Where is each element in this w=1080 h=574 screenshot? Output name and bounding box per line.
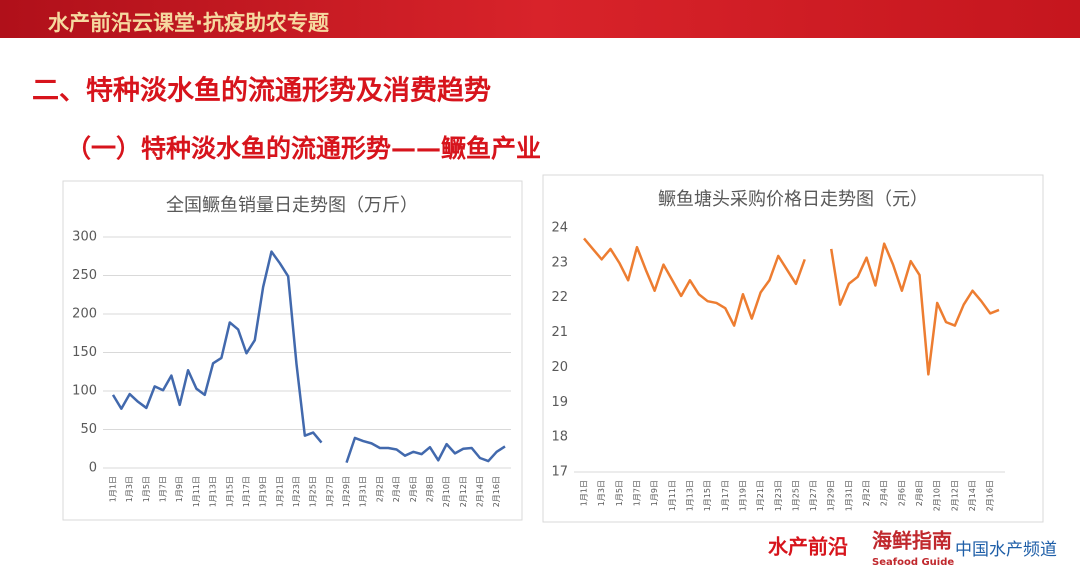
y-tick-label: 300: [72, 230, 97, 245]
x-tick-label: 1月31日: [359, 476, 368, 507]
x-tick-label: 1月17日: [721, 480, 730, 511]
x-tick-label: 1月1日: [109, 476, 118, 502]
x-tick-label: 1月9日: [175, 476, 184, 502]
x-tick-label: 1月13日: [685, 480, 694, 511]
x-tick-label: 2月8日: [915, 480, 924, 506]
x-tick-label: 2月2日: [375, 476, 384, 502]
logo-sub: Seafood Guide: [872, 557, 954, 568]
x-tick-label: 1月29日: [827, 480, 836, 511]
x-tick-label: 1月3日: [597, 480, 606, 506]
x-tick-label: 2月6日: [897, 480, 906, 506]
x-tick-label: 2月10日: [442, 476, 451, 507]
x-tick-label: 1月5日: [142, 476, 151, 502]
x-tick-label: 1月27日: [325, 476, 334, 507]
y-tick-label: 17: [551, 465, 568, 480]
x-tick-label: 2月8日: [425, 476, 434, 502]
y-tick-label: 50: [80, 422, 97, 437]
x-tick-label: 1月31日: [844, 480, 853, 511]
x-tick-label: 1月5日: [615, 480, 624, 506]
chart-frame: [62, 180, 523, 521]
x-tick-label: 1月11日: [668, 480, 677, 511]
x-tick-label: 1月27日: [809, 480, 818, 511]
x-tick-label: 1月23日: [292, 476, 301, 507]
banner-text: 水产前沿云课堂·抗疫助农专题: [48, 11, 330, 35]
x-tick-label: 2月14日: [475, 476, 484, 507]
x-tick-label: 1月11日: [192, 476, 201, 507]
x-tick-label: 2月10日: [933, 480, 942, 511]
y-tick-label: 21: [551, 325, 568, 340]
x-tick-label: 2月16日: [986, 480, 995, 511]
y-tick-label: 0: [89, 461, 97, 476]
x-tick-label: 1月21日: [275, 476, 284, 507]
subheading: （一）特种淡水鱼的流通形势——鳜鱼产业: [66, 134, 541, 163]
data-line: [345, 436, 506, 464]
chart-frame: [542, 174, 1044, 523]
x-tick-label: 2月12日: [459, 476, 468, 507]
x-tick-label: 1月9日: [650, 480, 659, 506]
x-tick-label: 1月7日: [159, 476, 168, 502]
y-tick-label: 20: [551, 360, 568, 375]
x-tick-label: 1月15日: [225, 476, 234, 507]
data-line: [829, 242, 1000, 376]
x-tick-label: 2月2日: [862, 480, 871, 506]
x-tick-label: 1月19日: [738, 480, 747, 511]
x-tick-label: 2月16日: [492, 476, 501, 507]
logo: 中国水产频道: [955, 540, 1057, 560]
x-tick-label: 1月17日: [242, 476, 251, 507]
y-tick-label: 250: [72, 268, 97, 283]
chart-title: 鳜鱼塘头采购价格日走势图（元）: [658, 189, 928, 210]
data-line: [111, 250, 323, 444]
y-tick-label: 24: [551, 221, 568, 236]
x-tick-label: 2月4日: [880, 480, 889, 506]
y-tick-label: 19: [551, 395, 568, 410]
logo: 水产前沿: [768, 535, 848, 559]
x-tick-label: 1月19日: [259, 476, 268, 507]
x-tick-label: 1月13日: [209, 476, 218, 507]
y-tick-label: 150: [72, 345, 97, 360]
heading: 二、特种淡水鱼的流通形势及消费趋势: [32, 75, 491, 107]
x-tick-label: 1月25日: [791, 480, 800, 511]
x-tick-label: 1月25日: [309, 476, 318, 507]
data-line: [583, 237, 806, 327]
logo: 海鲜指南: [872, 529, 952, 553]
x-tick-label: 1月21日: [756, 480, 765, 511]
banner: [0, 0, 1080, 38]
x-tick-label: 2月6日: [409, 476, 418, 502]
y-tick-label: 100: [72, 384, 97, 399]
x-tick-label: 1月29日: [342, 476, 351, 507]
x-tick-label: 1月3日: [125, 476, 134, 502]
x-tick-label: 1月15日: [703, 480, 712, 511]
y-tick-label: 18: [551, 430, 568, 445]
x-tick-label: 2月12日: [950, 480, 959, 511]
x-tick-label: 2月4日: [392, 476, 401, 502]
x-tick-label: 1月23日: [774, 480, 783, 511]
chart-title: 全国鳜鱼销量日走势图（万斤）: [166, 195, 418, 216]
y-tick-label: 22: [551, 290, 568, 305]
x-tick-label: 1月1日: [580, 480, 589, 506]
x-tick-label: 1月7日: [632, 480, 641, 506]
y-tick-label: 200: [72, 307, 97, 322]
y-tick-label: 23: [551, 255, 568, 270]
x-tick-label: 2月14日: [968, 480, 977, 511]
